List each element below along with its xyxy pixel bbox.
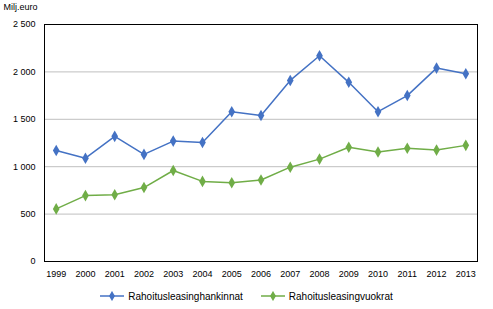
svg-text:2002: 2002 [134,269,154,279]
svg-text:2000: 2000 [75,269,95,279]
svg-text:0: 0 [30,256,35,266]
svg-text:2005: 2005 [222,269,242,279]
svg-text:1 000: 1 000 [13,162,36,172]
svg-text:2007: 2007 [280,269,300,279]
svg-text:2004: 2004 [192,269,212,279]
svg-text:2012: 2012 [427,269,447,279]
svg-text:2010: 2010 [368,269,388,279]
svg-text:2013: 2013 [456,269,476,279]
html-text:Rahoitusleasingvuokrat: Rahoitusleasingvuokrat [288,290,393,302]
svg-text:2 500: 2 500 [13,19,36,29]
svg-text:2 000: 2 000 [13,67,36,77]
svg-text:500: 500 [20,209,35,219]
svg-text:1 500: 1 500 [13,114,36,124]
svg-text:2011: 2011 [398,269,417,279]
svg-text:1999: 1999 [46,269,66,279]
svg-text:2006: 2006 [251,269,271,279]
svg-text:2001: 2001 [105,269,125,279]
html-text:Rahoitusleasinghankinnat: Rahoitusleasinghankinnat [128,290,243,302]
svg-text:Milj.euro: Milj.euro [4,2,38,12]
svg-text:2003: 2003 [163,269,183,279]
svg-text:2009: 2009 [339,269,359,279]
svg-text:2008: 2008 [309,269,329,279]
